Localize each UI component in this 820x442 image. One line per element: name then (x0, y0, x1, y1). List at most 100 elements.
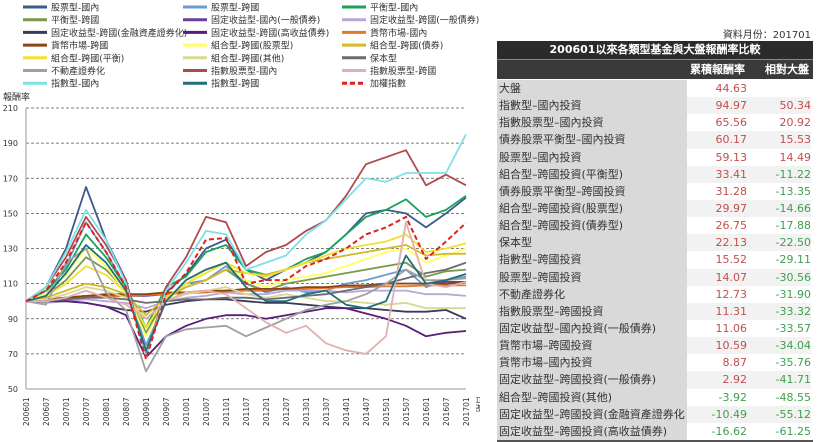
series-line (25, 247, 467, 338)
legend-label: 股票型-國內 (51, 3, 99, 14)
relative-return: -33.57 (775, 321, 811, 335)
legend-item: 保本型 (342, 52, 397, 64)
legend-label: 指數型-跨國 (211, 78, 259, 90)
relative-return: -31.90 (775, 287, 811, 301)
legend-item: 指數股票型-國內 (183, 65, 277, 77)
table-row: 組合型–跨國投資(平衡型) 33.41 -11.22 (497, 165, 813, 183)
fund-type: 組合型–跨國投資(平衡型) (497, 165, 687, 183)
legend-label: 貨幣市場-國內 (370, 27, 427, 39)
cumulative-return: -3.92 (718, 390, 747, 404)
table-row: 債券股票平衡型–跨國投資 31.28 -13.35 (497, 182, 813, 200)
relative-return: -48.55 (775, 390, 811, 404)
fund-type: 固定收益型–跨國投資(一般債券) (497, 371, 687, 389)
legend-label: 不動產證券化 (51, 65, 105, 77)
table-row: 股票型–跨國投資 14.07 -30.56 (497, 268, 813, 286)
x-tick-label: 200707 (82, 397, 91, 426)
legend-label: 固定收益型-跨國(金融資產證券化) (51, 27, 187, 39)
y-axis-label: 報酬率 (3, 91, 30, 103)
cumulative-return: 59.13 (715, 150, 748, 164)
cumulative-return: 29.97 (687, 199, 747, 218)
legend-item: 加權指數 (342, 78, 406, 90)
x-axis-label: 日期 (475, 396, 480, 412)
legend-item: 平衡型-跨國 (23, 14, 99, 26)
fund-type: 固定收益型–跨國投資(金融資產證券化 (497, 405, 687, 423)
fund-type: 股票型–國內投資 (497, 148, 687, 166)
cumulative-return: 11.06 (715, 321, 748, 335)
legend-label: 指數型-國內 (51, 78, 99, 90)
relative-return: 20.92 (779, 116, 812, 130)
relative-return (747, 80, 811, 97)
cumulative-return: -10.49 (687, 405, 747, 423)
table-row: 大盤 44.63 (497, 80, 813, 98)
cumulative-return: 44.63 (715, 82, 748, 95)
cumulative-return: -16.62 (711, 424, 747, 438)
relative-return: -61.25 (775, 424, 811, 438)
legend-item: 組合型-跨國(股票型) (183, 40, 293, 52)
x-tick-label: 201701 (462, 397, 471, 426)
legend-label: 指數股票型-跨國 (370, 65, 436, 77)
fund-type: 組合型–跨國投資(債券型) (497, 217, 687, 235)
relative-return: 50.34 (747, 97, 811, 115)
table-row: 固定收益型–跨國投資(金融資產證券化 -10.49 -55.12 (497, 405, 813, 423)
table-row: 貨幣市場–跨國投資 10.59 -34.04 (497, 337, 813, 355)
series-line (26, 221, 467, 355)
legend-label: 指數股票型-國內 (211, 65, 277, 77)
cumulative-return: 11.31 (687, 302, 747, 320)
fund-type: 組合型–跨國投資(股票型) (497, 199, 687, 218)
x-tick-label: 201507 (402, 397, 411, 426)
legend-item: 組合型-跨國(債券) (342, 40, 443, 52)
cumulative-return: 2.92 (687, 371, 747, 389)
x-tick-label: 201207 (282, 397, 291, 426)
legend-item: 不動產證券化 (23, 65, 105, 77)
fund-type: 大盤 (497, 80, 687, 98)
legend-item: 固定收益型-跨國(金融資產證券化) (23, 27, 187, 39)
legend-label: 保本型 (370, 52, 397, 64)
legend-item: 股票型-國內 (23, 3, 99, 14)
relative-return: -29.11 (775, 253, 811, 267)
x-tick-label: 200607 (42, 397, 51, 426)
legend-item: 組合型-跨國(其他) (183, 52, 284, 64)
fund-type: 不動產證券化 (497, 285, 687, 303)
relative-return: -22.50 (747, 234, 811, 252)
x-tick-label: 200807 (122, 397, 131, 426)
legend-label: 固定收益型-跨國(高收益債券) (211, 27, 329, 39)
table-header: 累積報酬率 相對大盤 (497, 60, 813, 79)
x-tick-label: 201607 (442, 397, 451, 426)
series-line (26, 261, 467, 304)
relative-return: -17.88 (775, 219, 811, 233)
legend-item: 指數型-國內 (23, 78, 99, 90)
relative-return: -41.71 (747, 371, 811, 389)
table-row: 指數股票型–跨國投資 11.31 -33.32 (497, 302, 813, 320)
table-row: 組合型–跨國投資(股票型) 29.97 -14.66 (497, 199, 813, 218)
relative-return: 15.53 (747, 131, 811, 149)
legend-label: 平衡型-跨國 (51, 14, 99, 26)
y-tick-label: 170 (3, 174, 18, 183)
relative-return: -30.56 (747, 268, 811, 286)
table-row: 固定收益型–跨國投資(一般債券) 2.92 -41.71 (497, 371, 813, 389)
x-tick-label: 201007 (202, 397, 211, 426)
cumulative-return: 15.52 (715, 253, 748, 267)
cumulative-return: 60.17 (687, 131, 747, 149)
x-tick-label: 200601 (22, 397, 31, 426)
legend-label: 固定收益型-跨國(一般債券) (370, 14, 479, 26)
table-row: 固定收益型–國內投資(一般債券) 11.06 -33.57 (497, 319, 813, 338)
table-row: 組合型–跨國投資(其他) -3.92 -48.55 (497, 388, 813, 406)
series-line (25, 247, 467, 373)
table-row: 指數股票型–國內投資 65.56 20.92 (497, 114, 813, 132)
table-row: 債券股票平衡型–國內投資 60.17 15.53 (497, 131, 813, 149)
table-row: 固定收益型–跨國投資(高收益債券) -16.62 -61.25 (497, 422, 813, 440)
cumulative-return: 12.73 (715, 287, 748, 301)
y-tick-label: 130 (3, 245, 18, 254)
x-tick-label: 201307 (322, 397, 331, 426)
x-tick-label: 201107 (242, 397, 251, 426)
legend-item: 固定收益型-國內(一般債券) (183, 14, 320, 26)
series-line (25, 215, 467, 361)
fund-type: 貨幣市場–國內投資 (497, 354, 687, 372)
legend-label: 組合型-跨國(其他) (211, 52, 284, 64)
fund-type: 指數股票型–跨國投資 (497, 302, 687, 320)
x-tick-label: 201201 (262, 397, 271, 426)
fund-type: 組合型–跨國投資(其他) (497, 388, 687, 406)
legend-item: 股票型-跨國 (183, 3, 259, 14)
fund-type: 債券股票平衡型–國內投資 (497, 131, 687, 149)
fund-type: 貨幣市場–跨國投資 (497, 337, 687, 355)
